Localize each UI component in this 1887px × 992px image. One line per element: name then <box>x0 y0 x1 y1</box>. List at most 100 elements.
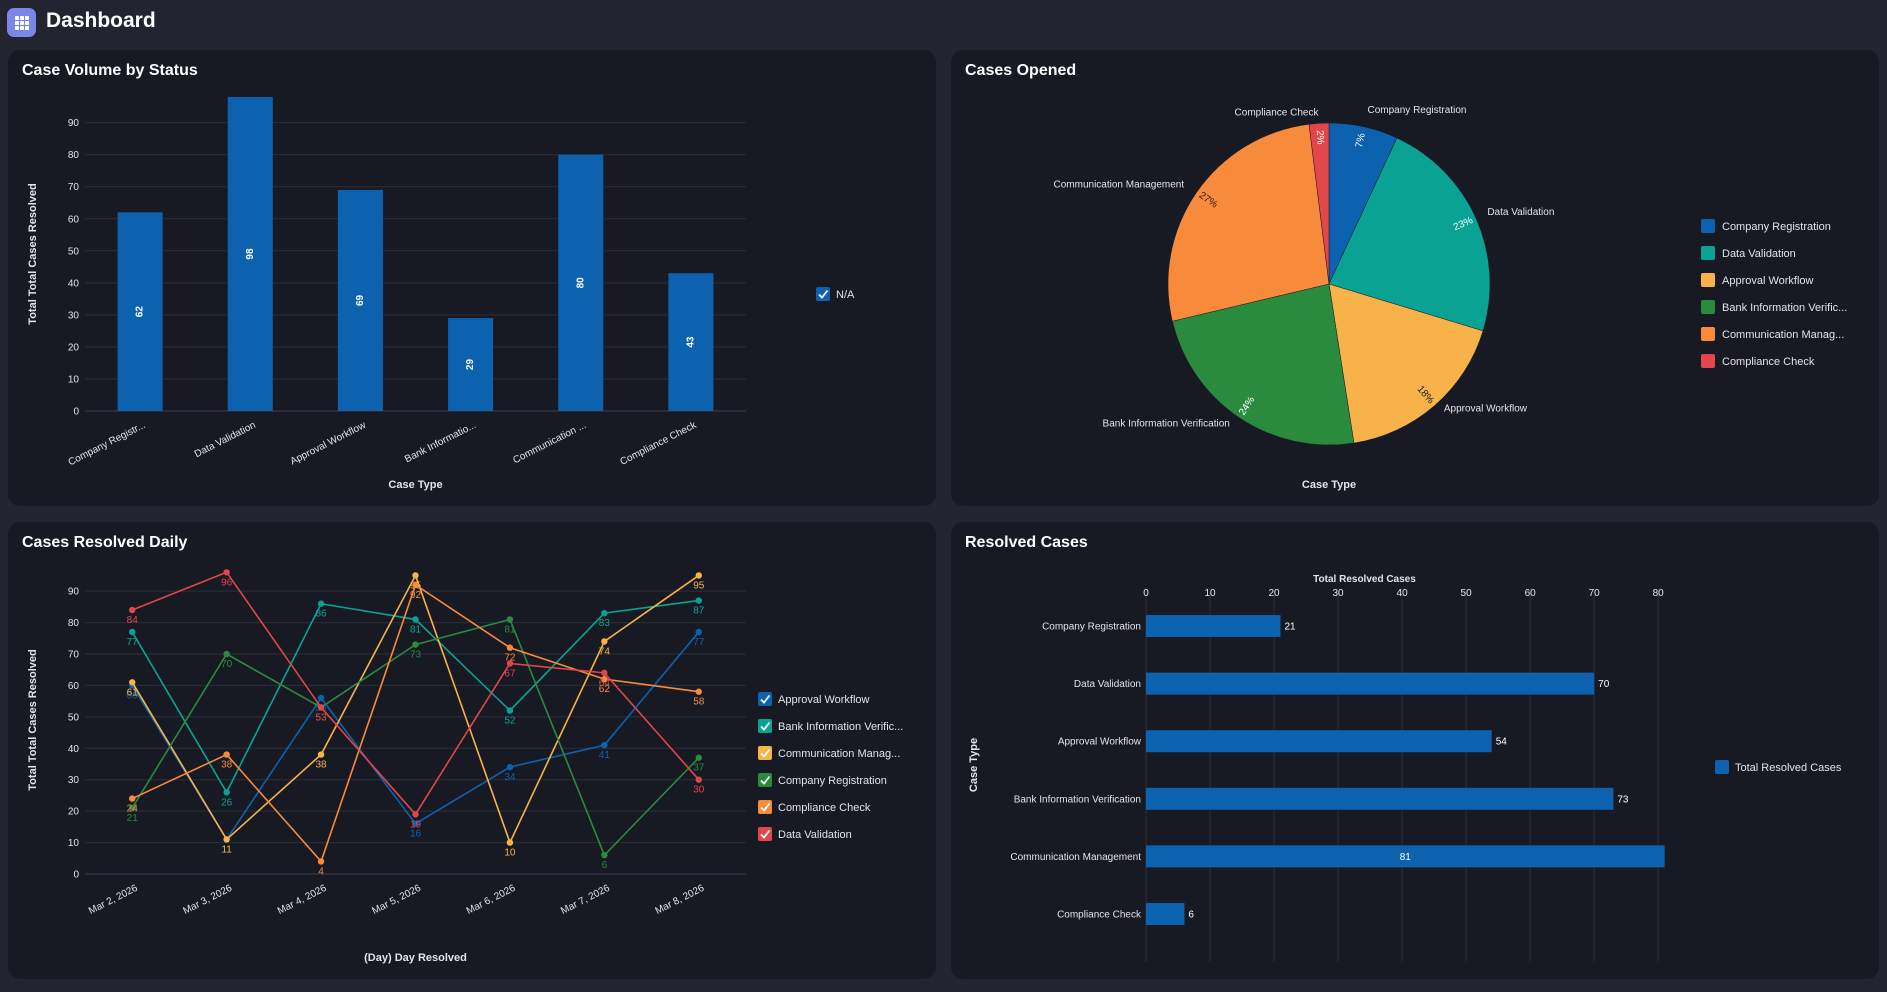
legend-item[interactable]: Bank Information Verific... <box>758 719 903 733</box>
legend-item[interactable]: Company Registration <box>1701 219 1831 233</box>
data-point[interactable] <box>695 688 702 695</box>
legend-swatch[interactable] <box>1715 760 1729 774</box>
legend-item[interactable]: Communication Manag... <box>1701 327 1844 341</box>
legend-swatch[interactable] <box>1701 327 1715 341</box>
checkbox-box[interactable] <box>758 827 772 841</box>
bar[interactable] <box>117 212 163 411</box>
legend-checkbox[interactable] <box>758 827 772 841</box>
data-point[interactable] <box>412 641 419 648</box>
pie-slice[interactable] <box>1172 283 1355 446</box>
data-point[interactable] <box>317 694 325 702</box>
bar[interactable] <box>1146 787 1614 810</box>
data-point[interactable] <box>695 597 702 604</box>
data-point[interactable] <box>223 569 230 576</box>
legend-label[interactable]: Approval Workflow <box>778 694 870 706</box>
data-point[interactable] <box>601 609 608 617</box>
bar[interactable] <box>1146 730 1492 753</box>
legend-label[interactable]: Communication Manag... <box>1722 329 1844 341</box>
bar[interactable] <box>1146 845 1665 868</box>
legend-checkbox[interactable] <box>758 692 772 706</box>
data-point[interactable] <box>506 616 514 623</box>
data-point[interactable] <box>412 811 419 818</box>
data-point[interactable] <box>223 836 230 843</box>
checkbox-box[interactable] <box>758 773 772 787</box>
series-line[interactable] <box>131 573 700 845</box>
data-point[interactable] <box>601 741 608 749</box>
legend-item[interactable]: Bank Information Verific... <box>1701 300 1847 314</box>
legend-swatch[interactable] <box>1701 246 1715 260</box>
legend-label[interactable]: Data Validation <box>1722 248 1796 260</box>
legend-swatch[interactable] <box>1701 273 1715 287</box>
bar[interactable] <box>558 154 604 411</box>
legend-label[interactable]: Company Registration <box>1722 221 1831 233</box>
data-point[interactable] <box>412 581 419 589</box>
bar[interactable] <box>448 318 494 411</box>
data-point[interactable] <box>601 851 608 859</box>
data-point[interactable] <box>695 776 702 783</box>
data-point[interactable] <box>317 704 325 711</box>
legend-checkbox[interactable] <box>758 719 772 733</box>
legend-label[interactable]: N/A <box>836 289 855 301</box>
legend-item[interactable]: Approval Workflow <box>1701 273 1814 287</box>
pie-slice[interactable] <box>1328 283 1484 444</box>
checkbox-box[interactable] <box>758 746 772 760</box>
legend-label[interactable]: Approval Workflow <box>1722 275 1814 287</box>
data-point[interactable] <box>695 754 702 761</box>
legend-item[interactable]: Communication Manag... <box>758 746 900 760</box>
data-point[interactable] <box>223 751 230 758</box>
checkbox-box[interactable] <box>758 719 772 733</box>
bar[interactable] <box>227 97 273 411</box>
legend-swatch[interactable] <box>1701 300 1715 314</box>
data-point[interactable] <box>412 572 419 579</box>
data-point[interactable] <box>317 600 325 607</box>
legend-label[interactable]: Data Validation <box>778 829 852 841</box>
pie-slice[interactable] <box>1308 122 1330 285</box>
legend-item[interactable]: Total Resolved Cases <box>1715 760 1842 774</box>
grid-icon[interactable] <box>7 8 36 37</box>
bar[interactable] <box>1146 903 1185 925</box>
data-point[interactable] <box>129 804 136 812</box>
legend-label[interactable]: Communication Manag... <box>778 748 900 760</box>
legend-item[interactable]: Compliance Check <box>1701 354 1815 368</box>
data-point[interactable] <box>601 675 608 683</box>
legend-item[interactable]: Compliance Check <box>758 800 871 814</box>
bar[interactable] <box>668 273 714 411</box>
legend-item[interactable]: N/A <box>816 287 855 301</box>
legend-swatch[interactable] <box>1701 219 1715 233</box>
data-point[interactable] <box>317 751 325 758</box>
data-point[interactable] <box>601 638 608 645</box>
legend-item[interactable]: Approval Workflow <box>758 692 870 706</box>
legend-label[interactable]: Compliance Check <box>1722 356 1815 368</box>
data-point[interactable] <box>129 606 136 614</box>
bar[interactable] <box>1146 672 1595 695</box>
legend-item[interactable]: Data Validation <box>1701 246 1796 260</box>
legend-checkbox[interactable] <box>816 287 830 301</box>
data-point[interactable] <box>129 679 136 686</box>
checkbox-box[interactable] <box>758 692 772 706</box>
data-point[interactable] <box>129 628 136 636</box>
legend-swatch[interactable] <box>1701 354 1715 368</box>
legend-checkbox[interactable] <box>758 773 772 787</box>
legend-item[interactable]: Data Validation <box>758 827 852 841</box>
data-point[interactable] <box>601 669 608 677</box>
data-point[interactable] <box>412 820 419 827</box>
legend-label[interactable]: Total Resolved Cases <box>1735 762 1842 774</box>
data-point[interactable] <box>695 628 702 636</box>
data-point[interactable] <box>506 763 514 771</box>
series-line[interactable] <box>131 631 700 841</box>
checkbox-box[interactable] <box>758 800 772 814</box>
checkbox-box[interactable] <box>816 287 830 301</box>
data-point[interactable] <box>223 789 230 796</box>
data-point[interactable] <box>412 616 419 623</box>
pie-slice[interactable] <box>1167 123 1330 322</box>
data-point[interactable] <box>317 858 325 865</box>
legend-label[interactable]: Compliance Check <box>778 802 871 814</box>
bar[interactable] <box>1146 615 1281 637</box>
legend-label[interactable]: Bank Information Verific... <box>778 721 903 733</box>
legend-label[interactable]: Bank Information Verific... <box>1722 302 1847 314</box>
data-point[interactable] <box>129 795 136 802</box>
series-line[interactable] <box>131 571 700 816</box>
data-point[interactable] <box>506 644 514 651</box>
bar[interactable] <box>337 189 383 411</box>
legend-item[interactable]: Company Registration <box>758 773 887 787</box>
